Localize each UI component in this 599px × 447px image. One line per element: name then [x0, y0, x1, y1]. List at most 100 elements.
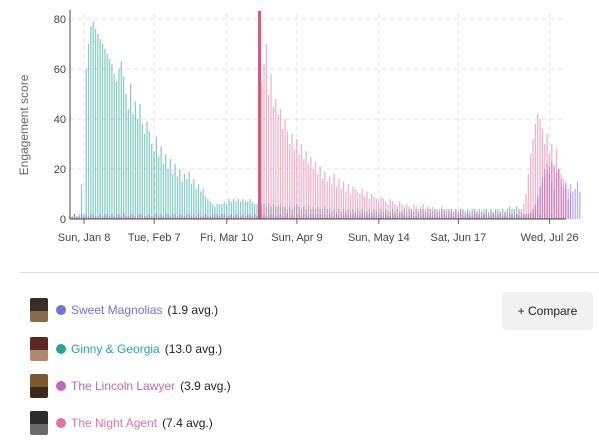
bar: [312, 169, 314, 219]
show-name[interactable]: The Night Agent: [71, 416, 158, 430]
bar: [153, 151, 155, 219]
bar: [151, 144, 153, 219]
bar: [195, 189, 197, 219]
bar: [408, 206, 410, 219]
bar: [565, 184, 567, 219]
bar: [569, 194, 572, 219]
bar: [204, 196, 207, 219]
bar: [406, 204, 408, 219]
bar: [497, 214, 499, 219]
bar: [87, 216, 90, 219]
bar: [193, 214, 195, 219]
bar: [298, 154, 300, 219]
bar: [342, 181, 345, 219]
bar: [207, 216, 209, 219]
divider: [20, 272, 599, 273]
bar: [368, 199, 370, 219]
bars-layer: [69, 11, 581, 219]
bar: [83, 216, 85, 219]
bar: [235, 214, 237, 219]
legend-item[interactable]: The Night Agent (7.4 avg.): [30, 410, 213, 436]
bar: [389, 199, 391, 219]
bar: [218, 204, 221, 219]
bar: [548, 154, 551, 219]
legend-item[interactable]: Ginny & Georgia (13.0 avg.): [30, 336, 222, 362]
bar: [85, 69, 87, 219]
bar: [476, 211, 478, 219]
bar: [139, 104, 141, 219]
bar: [237, 199, 239, 219]
bar: [90, 216, 92, 219]
bar: [427, 206, 429, 219]
bar: [130, 84, 132, 219]
bar: [118, 69, 120, 219]
y-axis-label: Engagement score: [17, 74, 31, 175]
bar: [176, 216, 179, 219]
bar: [272, 106, 275, 219]
bar: [504, 211, 506, 219]
y-tick-label: 80: [54, 14, 66, 26]
bar: [144, 134, 146, 219]
bar: [176, 176, 179, 219]
bar: [125, 94, 127, 219]
bar: [562, 179, 565, 219]
bar: [452, 211, 455, 219]
bar: [457, 211, 459, 219]
bar: [279, 109, 282, 219]
y-tick-label: 40: [54, 114, 66, 126]
bar: [513, 211, 515, 219]
legend-item[interactable]: Sweet Magnolias (1.9 avg.): [30, 297, 218, 323]
bar: [305, 151, 307, 219]
bar: [148, 131, 151, 219]
bar: [188, 216, 190, 219]
bar: [165, 154, 167, 219]
bar: [387, 204, 389, 219]
bar: [197, 184, 200, 219]
show-name[interactable]: The Lincoln Lawyer: [71, 379, 176, 393]
bar: [235, 201, 237, 219]
bar: [146, 121, 148, 219]
bar: [487, 214, 490, 219]
series-color-dot: [56, 381, 66, 391]
bar: [158, 216, 160, 219]
average-score: (1.9 avg.): [167, 303, 219, 317]
bar: [246, 216, 249, 219]
bar: [546, 134, 548, 219]
bar: [190, 184, 193, 219]
bar: [130, 214, 132, 219]
bar: [92, 214, 94, 219]
bar: [141, 124, 143, 219]
show-name[interactable]: Sweet Magnolias: [71, 303, 163, 317]
bar: [401, 204, 403, 219]
bar: [137, 214, 139, 219]
bar: [94, 29, 97, 219]
bar: [317, 174, 319, 219]
show-name[interactable]: Ginny & Georgia: [71, 342, 160, 356]
bar: [506, 214, 508, 219]
bar: [94, 216, 97, 219]
bar: [251, 201, 253, 219]
series-color-dot: [56, 344, 66, 354]
compare-button[interactable]: + Compare: [502, 292, 593, 330]
bar: [167, 169, 169, 219]
bar: [293, 149, 296, 219]
bar: [104, 49, 106, 219]
bar: [174, 214, 176, 219]
x-tick-label: Sun, Jan 8: [58, 232, 111, 244]
bar: [328, 176, 331, 219]
bar: [509, 211, 511, 219]
bar: [494, 211, 497, 219]
bar: [237, 216, 239, 219]
bar: [155, 214, 158, 219]
bar: [429, 209, 431, 219]
legend-item[interactable]: The Lincoln Lawyer (3.9 avg.): [30, 373, 231, 399]
bar: [183, 216, 186, 219]
bar: [228, 216, 230, 219]
bar: [438, 209, 441, 219]
bar: [218, 216, 221, 219]
bar: [120, 216, 122, 219]
bar: [319, 166, 321, 219]
x-tick-label: Fri, Mar 10: [200, 232, 253, 244]
bar: [410, 209, 413, 219]
bar: [480, 211, 483, 219]
